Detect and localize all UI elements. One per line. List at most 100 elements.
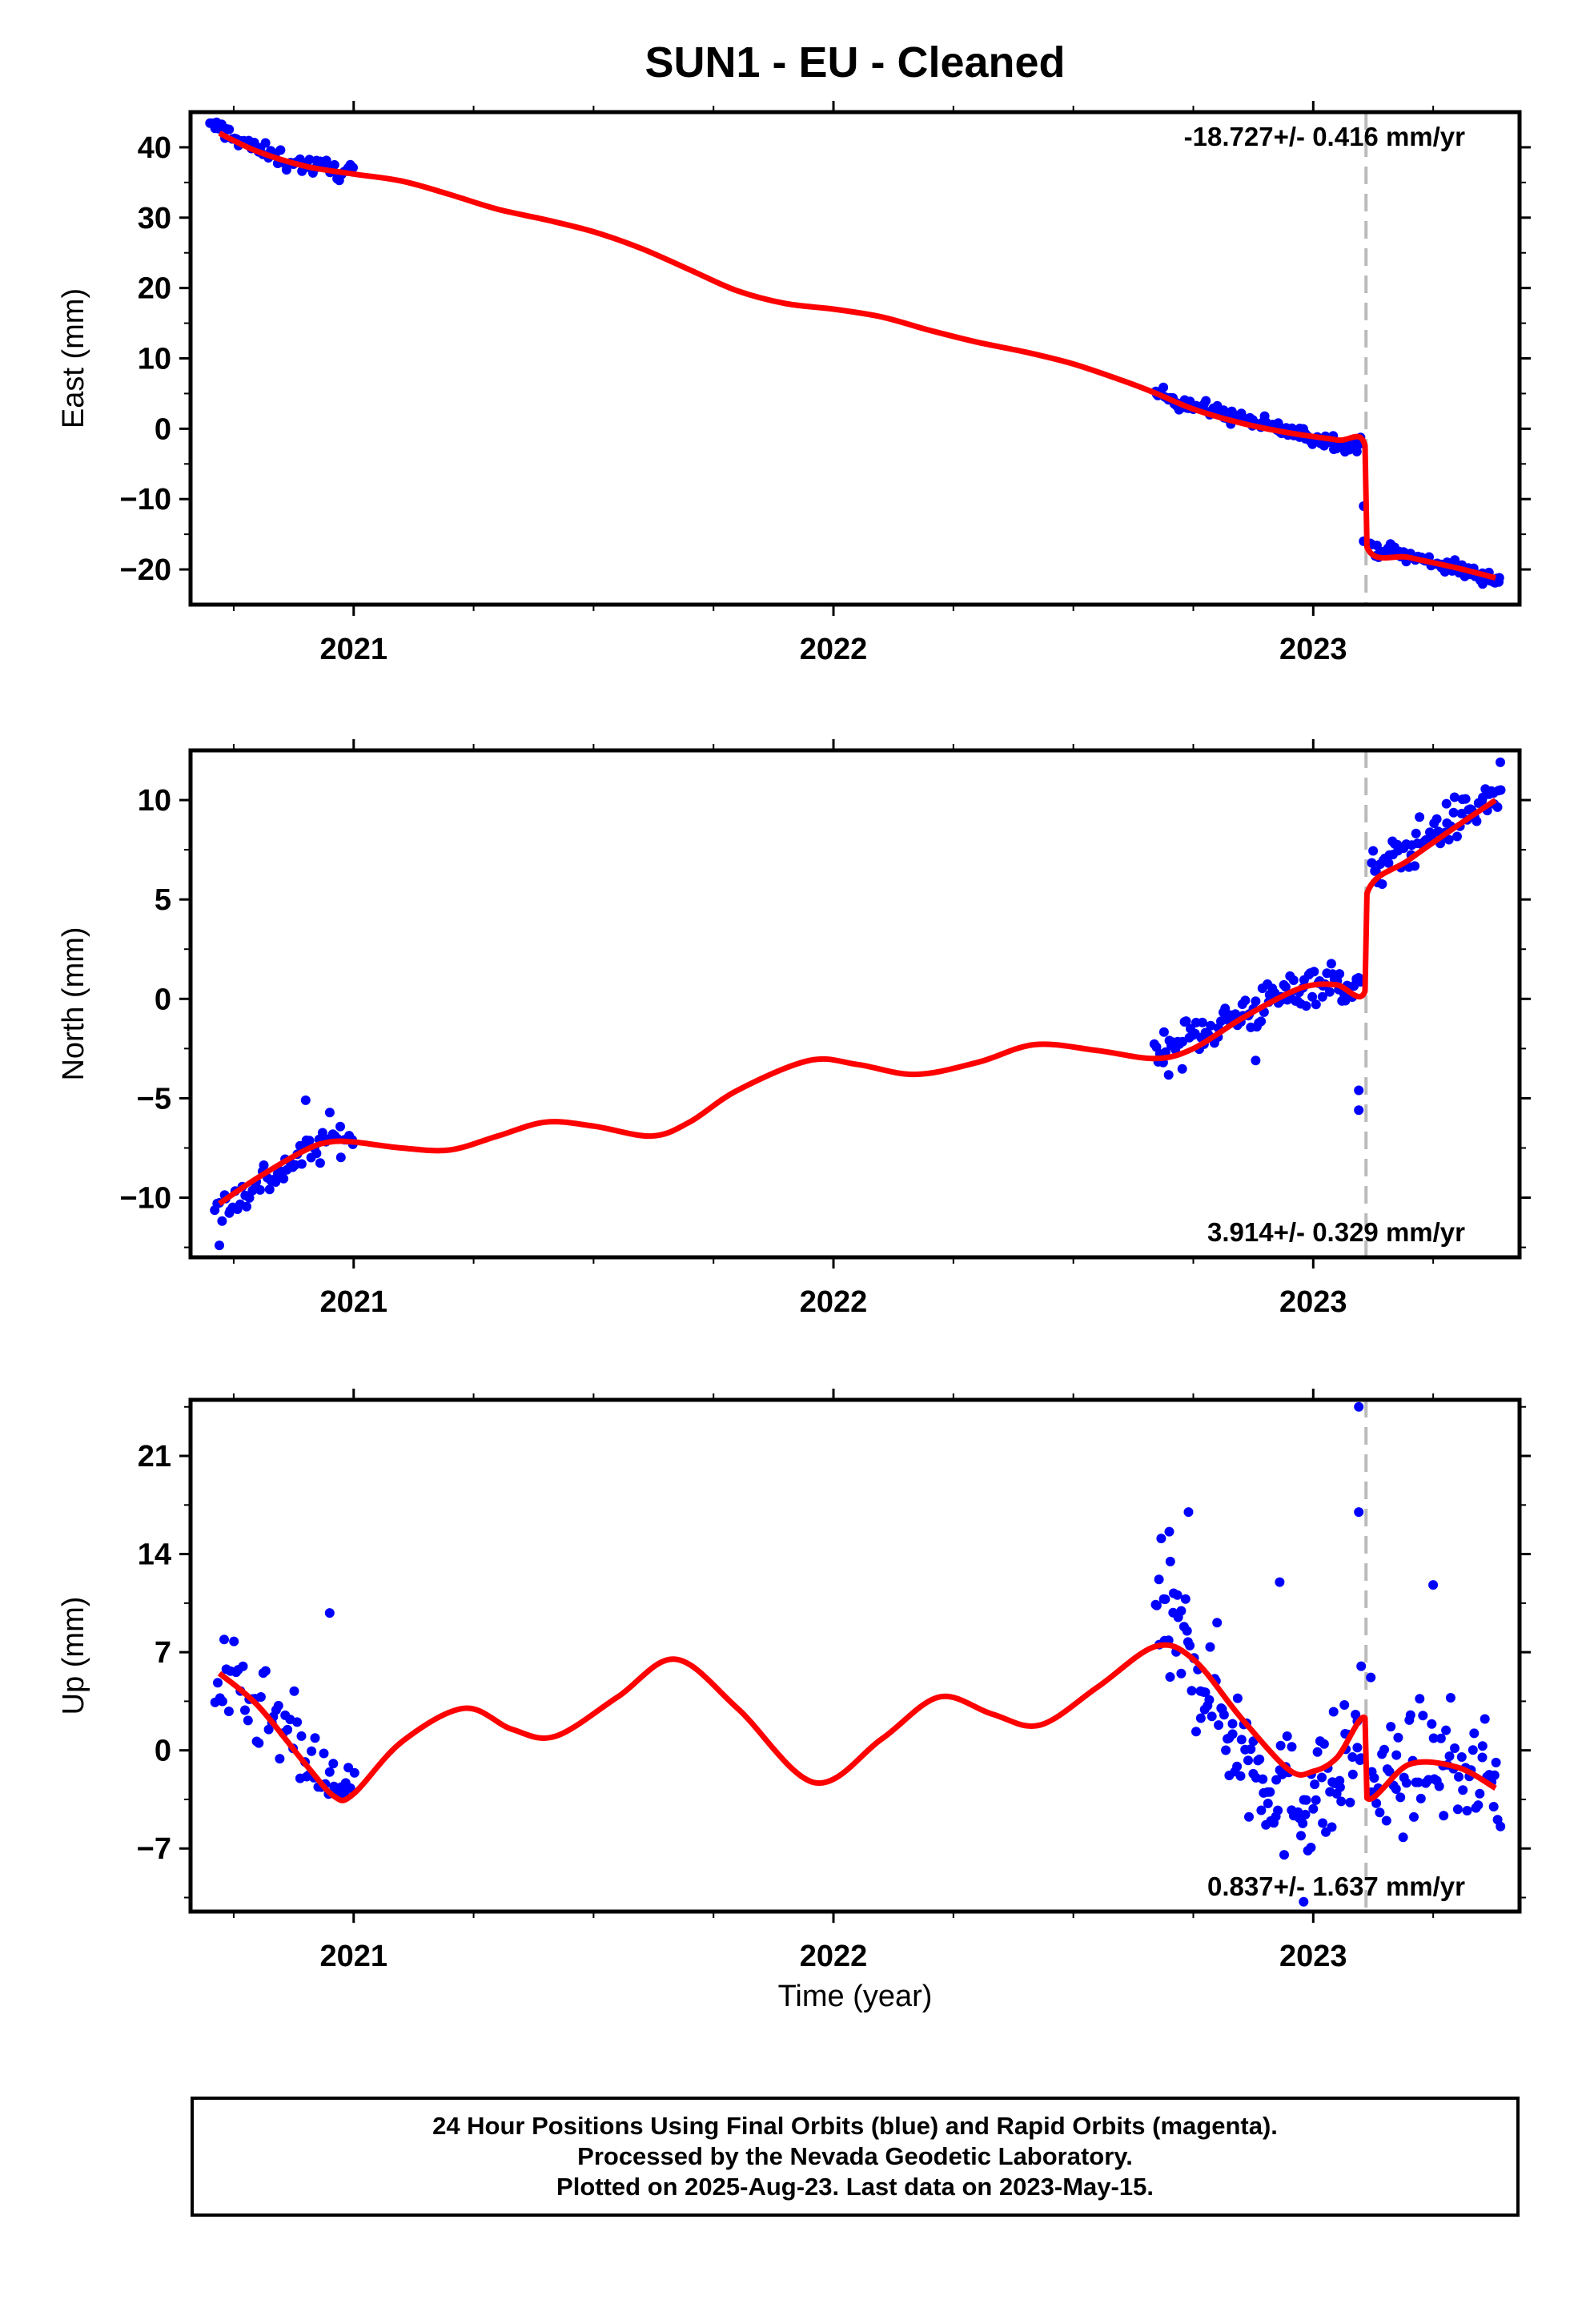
data-point <box>1393 1732 1403 1743</box>
data-point <box>1347 1752 1358 1762</box>
footer-line: Processed by the Nevada Geodetic Laborat… <box>577 2142 1133 2170</box>
data-point <box>1255 1754 1265 1764</box>
data-point <box>1381 1815 1391 1826</box>
data-point <box>319 1748 329 1759</box>
y-tick-label: −20 <box>120 553 171 587</box>
data-point <box>1298 1818 1308 1828</box>
data-point <box>217 1696 227 1707</box>
y-tick-label: 40 <box>138 131 171 165</box>
east-panel: 40 30 20 10 0 −10 −20 2021 2022 2023 East (mm) -18.… <box>57 101 1531 666</box>
data-point <box>1160 1594 1170 1604</box>
x-tick-label: 2022 <box>800 633 868 666</box>
data-point <box>1240 995 1251 1006</box>
data-point <box>1273 1805 1283 1815</box>
data-point <box>292 1717 303 1727</box>
data-point <box>1431 814 1442 824</box>
data-point <box>1336 1796 1347 1807</box>
data-point <box>215 1240 224 1251</box>
data-point <box>1327 1822 1337 1832</box>
footer-line: Plotted on 2025-Aug-23. Last data on 202… <box>556 2173 1154 2201</box>
data-point <box>1235 1771 1246 1781</box>
data-point <box>289 1686 299 1696</box>
x-tick-label: 2022 <box>800 1285 868 1319</box>
data-point <box>1475 1788 1485 1799</box>
data-point <box>307 1746 317 1756</box>
data-points <box>205 117 1504 589</box>
data-point <box>345 1783 355 1793</box>
plot-frame <box>188 1397 1522 1914</box>
data-point <box>1186 1686 1197 1696</box>
data-point <box>223 1707 234 1716</box>
data-point <box>329 159 339 170</box>
data-point <box>1328 1707 1339 1717</box>
y-tick-label: 14 <box>138 1538 171 1572</box>
data-point <box>1445 1693 1456 1703</box>
y-axis-label: Up (mm) <box>57 1597 90 1715</box>
plot-frame <box>188 110 1522 607</box>
data-point <box>1335 969 1345 979</box>
data-point <box>1354 1085 1364 1096</box>
data-point <box>1156 1534 1166 1544</box>
data-point <box>1309 967 1319 977</box>
data-point <box>1449 792 1460 802</box>
y-tick-label: 10 <box>138 784 171 818</box>
data-point <box>1185 1640 1195 1651</box>
data-point <box>1219 405 1229 416</box>
data-point <box>1244 1811 1254 1822</box>
data-point <box>1395 1792 1406 1803</box>
data-point <box>1401 1778 1411 1788</box>
data-point <box>1165 1556 1175 1566</box>
data-point <box>242 1201 251 1212</box>
data-point <box>1200 1687 1211 1698</box>
data-point <box>1279 1850 1289 1860</box>
data-point <box>1326 959 1336 969</box>
figure-title: SUN1 - EU - Cleaned <box>644 38 1065 86</box>
data-point <box>324 1108 335 1118</box>
y-tick-label: 30 <box>138 202 171 235</box>
data-point <box>1306 1843 1316 1852</box>
data-point <box>1311 999 1321 1010</box>
rate-annotation: 3.914+/- 0.329 mm/yr <box>1207 1217 1465 1247</box>
data-point <box>1251 996 1261 1007</box>
x-tick-label: 2021 <box>319 1940 387 1973</box>
data-point <box>1415 812 1425 822</box>
footer-line: 24 Hour Positions Using Final Orbits (bl… <box>432 2112 1278 2140</box>
data-point <box>1410 861 1420 871</box>
data-point <box>1366 1672 1376 1683</box>
data-point <box>1197 1017 1207 1027</box>
data-point <box>1386 1722 1396 1732</box>
data-point <box>1258 1774 1268 1784</box>
data-point <box>279 1173 289 1184</box>
data-point <box>1339 1700 1350 1710</box>
data-point <box>1477 1752 1488 1763</box>
data-point <box>1411 828 1421 838</box>
data-point <box>1164 1526 1174 1537</box>
data-point <box>1310 1779 1320 1790</box>
data-point <box>1282 1731 1292 1741</box>
data-point <box>1384 1767 1395 1777</box>
data-point <box>260 1666 271 1676</box>
data-point <box>1369 1773 1379 1783</box>
data-point <box>324 1608 335 1618</box>
data-point <box>1312 1747 1323 1757</box>
data-point <box>1160 1047 1170 1057</box>
data-point <box>1469 1728 1480 1739</box>
data-point <box>1163 1070 1174 1080</box>
data-point <box>1496 757 1505 767</box>
data-point <box>1443 834 1454 845</box>
data-point <box>304 155 315 165</box>
data-point <box>1165 1672 1175 1682</box>
data-point <box>264 1184 275 1195</box>
data-point <box>224 124 235 135</box>
data-point <box>213 1678 223 1688</box>
data-point <box>1236 408 1247 419</box>
data-point <box>317 1128 327 1138</box>
data-point <box>1301 1795 1311 1805</box>
data-point <box>1181 1016 1191 1027</box>
data-point <box>1280 982 1291 992</box>
data-point <box>281 165 291 175</box>
data-point <box>311 1148 322 1159</box>
data-point <box>1435 1733 1446 1743</box>
data-point <box>1221 1745 1231 1755</box>
data-point <box>1317 991 1327 1002</box>
